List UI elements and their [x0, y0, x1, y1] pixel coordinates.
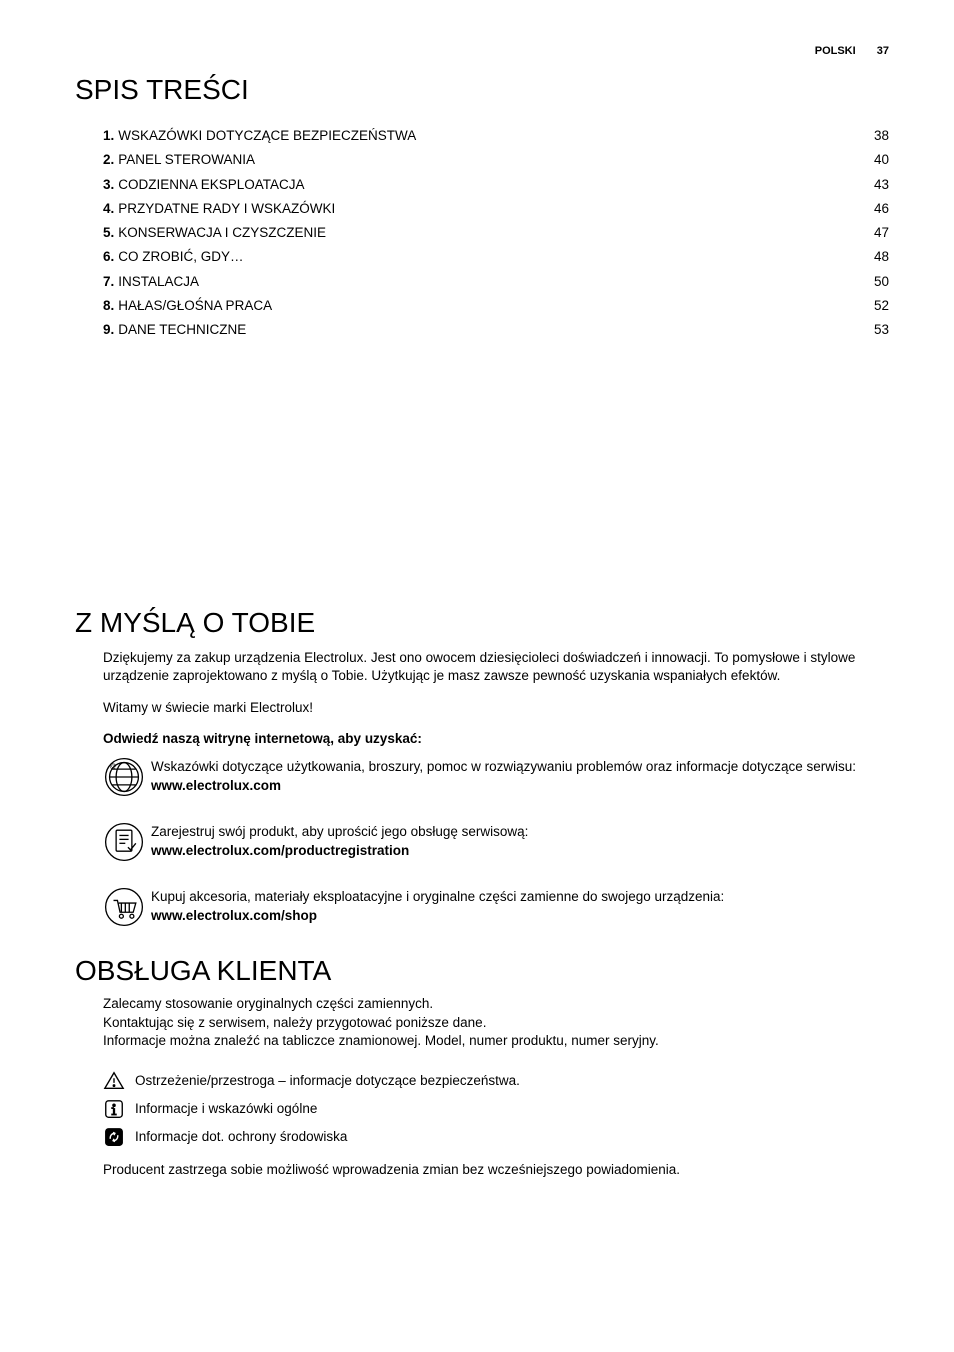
- service-line-3: Informacje można znaleźć na tabliczce zn…: [103, 1033, 659, 1048]
- toc-number: 6.: [103, 245, 114, 269]
- warning-icon: [103, 1070, 125, 1092]
- toc-number: 3.: [103, 173, 114, 197]
- service-paragraph: Zalecamy stosowanie oryginalnych części …: [75, 995, 889, 1050]
- toc-row: 6. CO ZROBIĆ, GDY… 48: [103, 245, 889, 269]
- toc-page: 50: [874, 270, 889, 294]
- toc-label: WSKAZÓWKI DOTYCZĄCE BEZPIECZEŃSTWA: [118, 124, 416, 148]
- toc-row: 5. KONSERWACJA I CZYSZCZENIE 47: [103, 221, 889, 245]
- service-line-1: Zalecamy stosowanie oryginalnych części …: [103, 996, 433, 1011]
- intro-paragraph: Dziękujemy za zakup urządzenia Electrolu…: [75, 649, 889, 685]
- cart-icon: [103, 886, 151, 933]
- toc-row: 2. PANEL STEROWANIA 40: [103, 148, 889, 172]
- visit-website-line: Odwiedź naszą witrynę internetową, aby u…: [75, 731, 889, 746]
- table-of-contents: 1. WSKAZÓWKI DOTYCZĄCE BEZPIECZEŃSTWA 38…: [75, 124, 889, 343]
- globe-icon: @: [103, 756, 151, 803]
- note-row-warning: Ostrzeżenie/przestroga – informacje doty…: [75, 1070, 889, 1092]
- page-header: POLSKI 37: [815, 45, 889, 57]
- info-shop-text: Kupuj akcesoria, materiały eksploatacyjn…: [151, 889, 724, 904]
- toc-page: 48: [874, 245, 889, 269]
- section-title-service: OBSŁUGA KLIENTA: [75, 955, 889, 987]
- toc-label: KONSERWACJA I CZYSZCZENIE: [118, 221, 326, 245]
- toc-row: 3. CODZIENNA EKSPLOATACJA 43: [103, 173, 889, 197]
- toc-label: INSTALACJA: [118, 270, 199, 294]
- note-warning-text: Ostrzeżenie/przestroga – informacje doty…: [135, 1073, 520, 1088]
- header-language: POLSKI: [815, 45, 856, 57]
- info-block-register: Zarejestruj swój produkt, aby uprościć j…: [75, 821, 889, 868]
- footer-disclaimer: Producent zastrzega sobie możliwość wpro…: [75, 1162, 889, 1177]
- note-info-text: Informacje i wskazówki ogólne: [135, 1101, 317, 1116]
- service-line-2: Kontaktując się z serwisem, należy przyg…: [103, 1015, 486, 1030]
- toc-number: 5.: [103, 221, 114, 245]
- toc-number: 7.: [103, 270, 114, 294]
- toc-row: 7. INSTALACJA 50: [103, 270, 889, 294]
- toc-page: 52: [874, 294, 889, 318]
- toc-number: 4.: [103, 197, 114, 221]
- toc-label: CODZIENNA EKSPLOATACJA: [118, 173, 304, 197]
- toc-row: 4. PRZYDATNE RADY I WSKAZÓWKI 46: [103, 197, 889, 221]
- note-row-info: Informacje i wskazówki ogólne: [75, 1098, 889, 1120]
- info-register-url: www.electrolux.com/productregistration: [151, 843, 409, 858]
- info-icon: [103, 1098, 125, 1120]
- toc-label: HAŁAS/GŁOŚNA PRACA: [118, 294, 272, 318]
- document-icon: [103, 821, 151, 868]
- toc-number: 2.: [103, 148, 114, 172]
- info-block-shop: Kupuj akcesoria, materiały eksploatacyjn…: [75, 886, 889, 933]
- toc-number: 1.: [103, 124, 114, 148]
- toc-row: 9. DANE TECHNICZNE 53: [103, 318, 889, 342]
- info-usage-url: www.electrolux.com: [151, 778, 281, 793]
- toc-page: 53: [874, 318, 889, 342]
- info-usage-text: Wskazówki dotyczące użytkowania, broszur…: [151, 759, 856, 774]
- header-page-number: 37: [877, 45, 889, 57]
- toc-page: 46: [874, 197, 889, 221]
- info-register-text: Zarejestruj swój produkt, aby uprościć j…: [151, 824, 528, 839]
- toc-label: CO ZROBIĆ, GDY…: [118, 245, 243, 269]
- toc-number: 8.: [103, 294, 114, 318]
- toc-number: 9.: [103, 318, 114, 342]
- info-block-usage: @ Wskazówki dotyczące użytkowania, brosz…: [75, 756, 889, 803]
- toc-page: 43: [874, 173, 889, 197]
- welcome-line: Witamy w świecie marki Electrolux!: [75, 699, 889, 717]
- toc-row: 8. HAŁAS/GŁOŚNA PRACA 52: [103, 294, 889, 318]
- note-row-environment: Informacje dot. ochrony środowiska: [75, 1126, 889, 1148]
- toc-page: 40: [874, 148, 889, 172]
- toc-title: SPIS TREŚCI: [75, 74, 889, 106]
- info-shop-url: www.electrolux.com/shop: [151, 908, 317, 923]
- recycle-icon: [103, 1126, 125, 1148]
- toc-label: PANEL STEROWANIA: [118, 148, 255, 172]
- toc-page: 38: [874, 124, 889, 148]
- note-env-text: Informacje dot. ochrony środowiska: [135, 1129, 347, 1144]
- toc-label: DANE TECHNICZNE: [118, 318, 246, 342]
- toc-label: PRZYDATNE RADY I WSKAZÓWKI: [118, 197, 335, 221]
- toc-row: 1. WSKAZÓWKI DOTYCZĄCE BEZPIECZEŃSTWA 38: [103, 124, 889, 148]
- svg-text:@: @: [110, 763, 117, 770]
- section-title-thinking: Z MYŚLĄ O TOBIE: [75, 607, 889, 639]
- toc-page: 47: [874, 221, 889, 245]
